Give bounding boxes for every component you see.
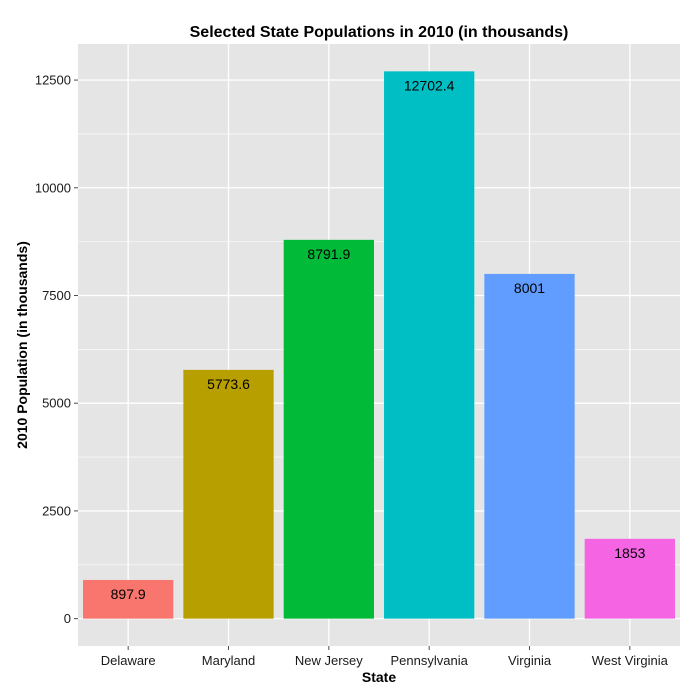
bar: [584, 538, 675, 619]
x-tick-label: West Virginia: [592, 653, 669, 668]
x-tick-label: Pennsylvania: [391, 653, 469, 668]
chart-title: Selected State Populations in 2010 (in t…: [190, 24, 569, 41]
bar: [283, 239, 374, 619]
x-axis: Delaware Maryland New Jersey Pennsylvania Vi…: [101, 646, 669, 668]
minor-gridlines: [78, 133, 680, 566]
bar: [484, 273, 575, 619]
y-tick-label: 10000: [35, 180, 71, 195]
bar-value-label: 897.9: [111, 586, 146, 602]
y-tick-label: 5000: [42, 396, 71, 411]
bars: [83, 71, 675, 619]
x-axis-title: State: [362, 669, 396, 685]
x-tick-label: Virginia: [508, 653, 552, 668]
y-tick-label: 0: [64, 611, 71, 626]
bar: [83, 579, 174, 619]
bar-value-label: 8791.9: [307, 246, 350, 262]
bar-value-label: 8001: [514, 280, 545, 296]
bar-value-label: 1853: [614, 545, 645, 561]
x-tick-label: Delaware: [101, 653, 156, 668]
bar-value-label: 5773.6: [207, 376, 250, 392]
x-tick-label: New Jersey: [295, 653, 363, 668]
y-axis: 0 2500 5000 7500 10000 12500: [35, 73, 78, 626]
bar: [183, 369, 274, 619]
y-tick-label: 2500: [42, 503, 71, 518]
x-tick-label: Maryland: [202, 653, 255, 668]
plot-panel: [78, 44, 680, 646]
y-tick-label: 12500: [35, 73, 71, 88]
y-axis-title: 2010 Population (in thousands): [14, 241, 30, 449]
bar: [384, 71, 475, 619]
bar-labels: 897.9 5773.6 8791.9 12702.4 8001 1853: [111, 77, 646, 602]
bar-value-label: 12702.4: [404, 77, 455, 93]
y-tick-label: 7500: [42, 288, 71, 303]
